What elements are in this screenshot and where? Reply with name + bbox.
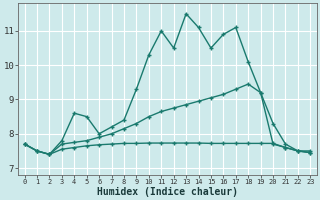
X-axis label: Humidex (Indice chaleur): Humidex (Indice chaleur) (97, 186, 238, 197)
